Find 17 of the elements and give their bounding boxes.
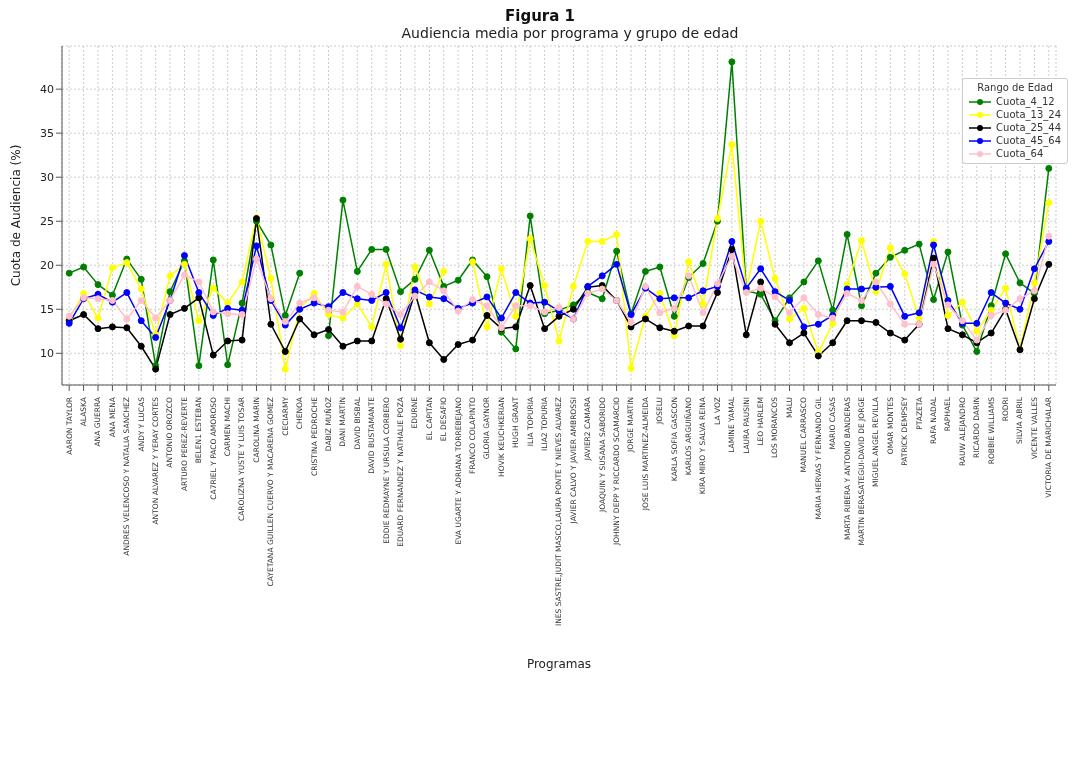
- y-tick-label: 40: [40, 83, 54, 97]
- legend-title: Rango de Edad: [976, 82, 1054, 93]
- y-tick-label: 35: [40, 127, 54, 141]
- y-tick-label: 15: [40, 303, 54, 317]
- legend-label: Cuota_13_24: [996, 108, 1061, 121]
- chart-title: Figura 1: [504, 7, 576, 25]
- x-axis-title: Programas: [526, 657, 592, 671]
- y-tick-label: 30: [40, 171, 54, 185]
- legend-label: Cuota_64: [996, 147, 1044, 160]
- legend-label: Cuota_25_44: [996, 121, 1061, 134]
- y-tick-label: 10: [40, 347, 54, 361]
- y-tick-label: 20: [40, 259, 54, 273]
- y-axis-title: Cuota de Audiencia (%): [9, 144, 24, 287]
- y-tick-label: 25: [40, 215, 54, 229]
- legend-label: Cuota_4_12: [996, 95, 1055, 108]
- chart-subtitle: Audiencia media por programa y grupo de edad: [400, 24, 740, 42]
- legend-label: Cuota_45_64: [996, 134, 1061, 147]
